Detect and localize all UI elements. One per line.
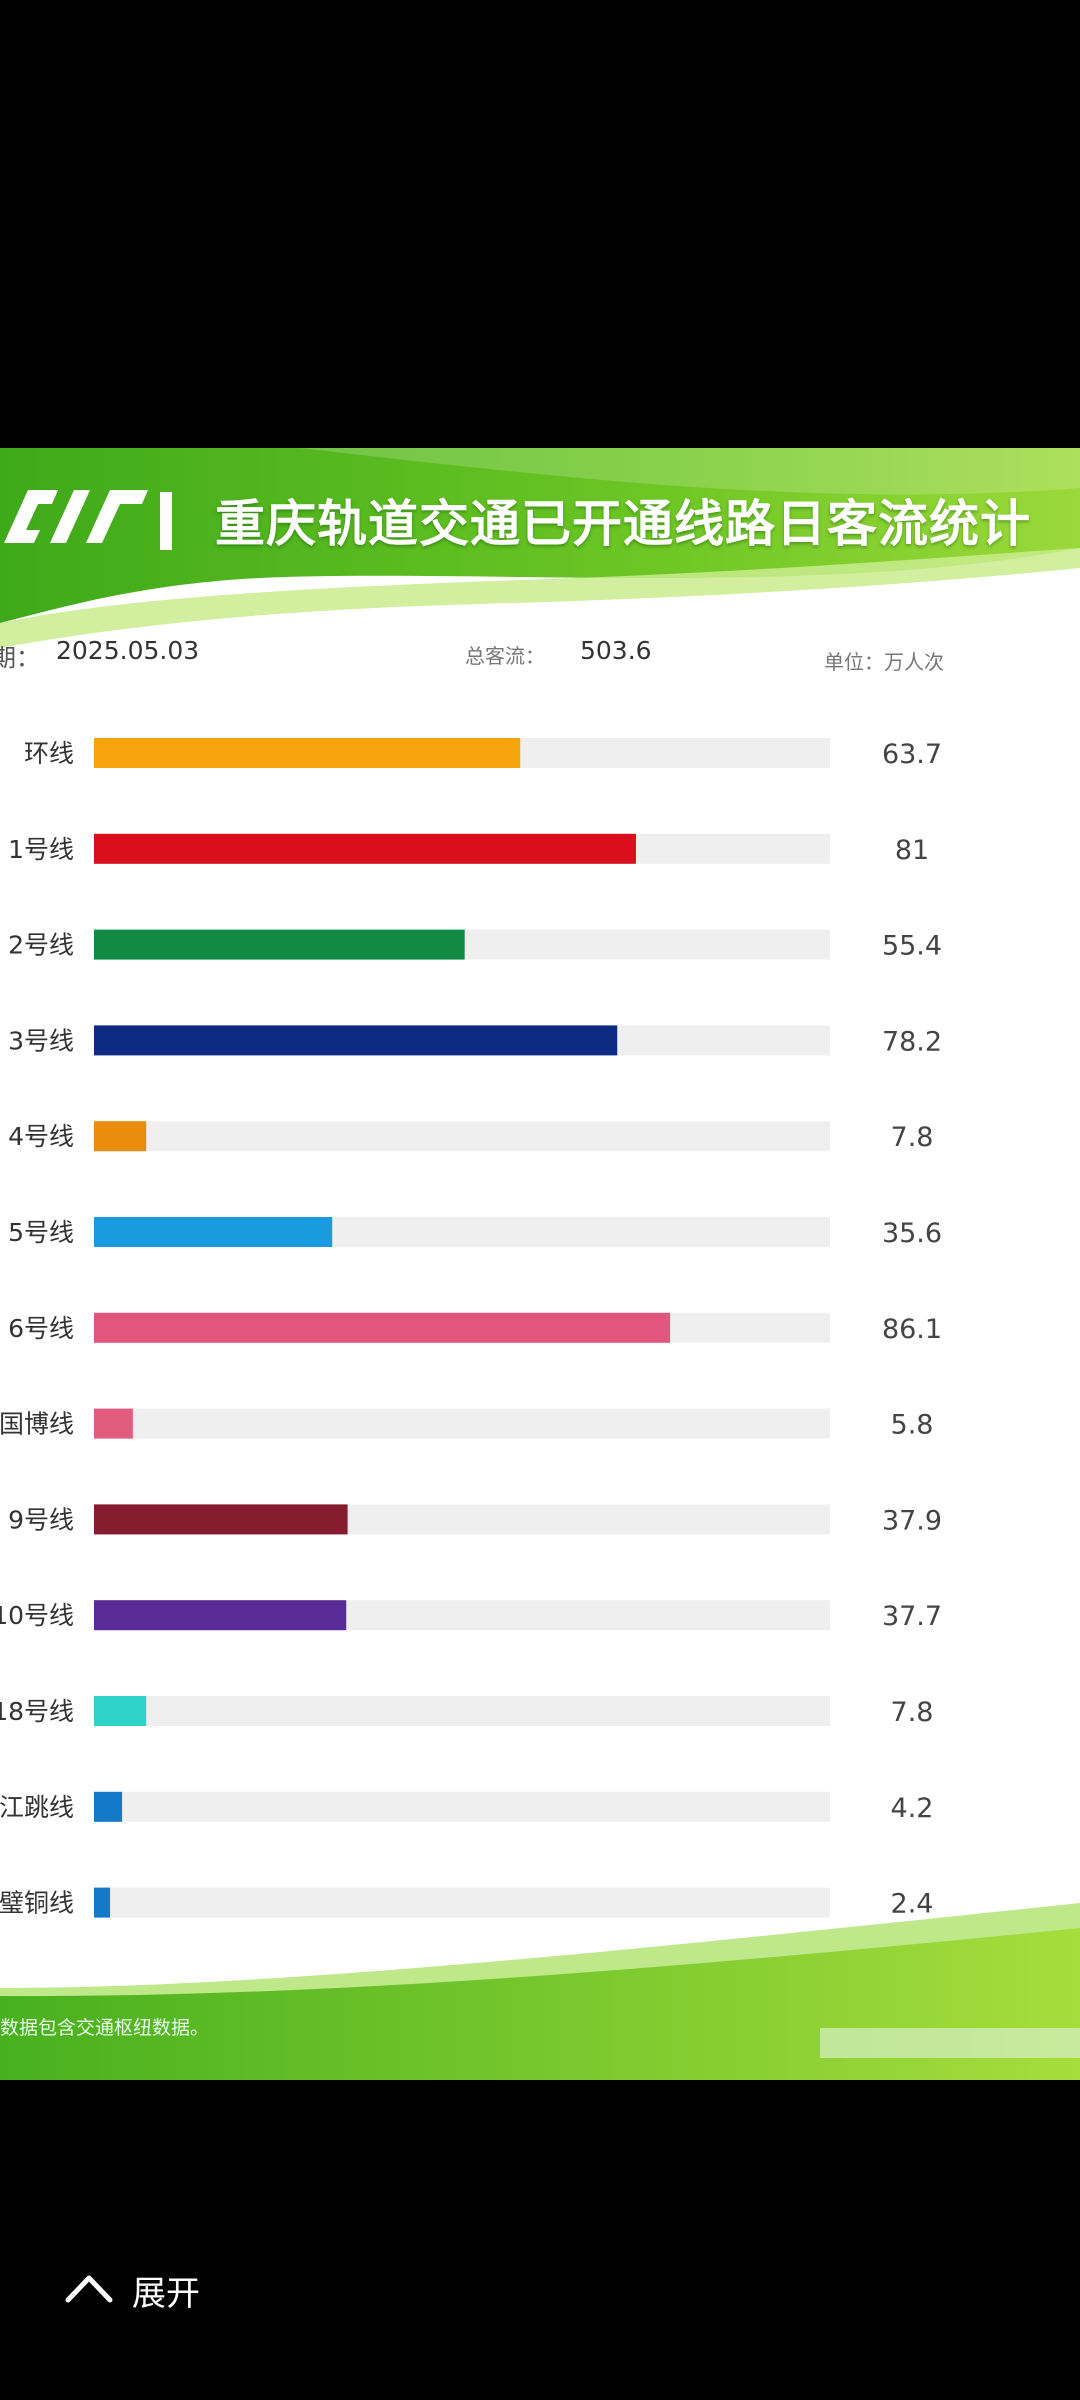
category-label: 2号线 xyxy=(8,931,74,960)
category-label: 江跳线 xyxy=(0,1793,74,1822)
category-label: 10号线 xyxy=(0,1601,74,1630)
bar xyxy=(94,738,521,768)
value-label: 78.2 xyxy=(882,1026,942,1057)
value-label: 35.6 xyxy=(882,1218,942,1249)
total-value: 503.6 xyxy=(580,636,652,665)
value-label: 63.7 xyxy=(882,739,942,770)
footnote: 数据包含交通枢纽数据。 xyxy=(0,2017,210,2039)
expand-label[interactable]: 展开 xyxy=(132,2274,200,2314)
header-wave-light xyxy=(0,548,1080,648)
date-value: 2025.05.03 xyxy=(56,636,200,665)
category-label: 璧铜线 xyxy=(0,1889,74,1918)
value-label: 7.8 xyxy=(891,1122,934,1153)
bar xyxy=(94,1696,147,1726)
bar xyxy=(94,1791,123,1822)
footer-strip xyxy=(820,2028,1080,2058)
category-label: 国博线 xyxy=(0,1410,74,1439)
bar xyxy=(94,1408,133,1439)
value-label: 37.9 xyxy=(882,1505,942,1536)
category-label: 1号线 xyxy=(8,835,74,864)
bar xyxy=(94,1504,348,1535)
value-label: 2.4 xyxy=(891,1889,934,1920)
bar-track xyxy=(94,1121,830,1152)
value-label: 81 xyxy=(895,835,929,866)
chart-title: 重庆轨道交通已开通线路日客流统计 xyxy=(215,495,1031,553)
category-label: 5号线 xyxy=(8,1218,74,1247)
category-label: 9号线 xyxy=(8,1505,74,1534)
category-label: 6号线 xyxy=(8,1314,74,1343)
value-label: 55.4 xyxy=(882,931,942,962)
footer-wave xyxy=(0,1928,1080,2080)
header-wave-highlight xyxy=(300,448,1080,495)
bar xyxy=(94,929,465,960)
footer-wave-light xyxy=(0,1903,1080,2013)
category-label: 环线 xyxy=(24,739,74,768)
chevron-up-icon xyxy=(65,2275,113,2303)
cqrt-logo-icon xyxy=(4,490,148,543)
value-label: 5.8 xyxy=(891,1410,934,1441)
bar-track xyxy=(94,1791,830,1822)
bar xyxy=(94,1025,618,1056)
date-label: 期： xyxy=(0,644,40,672)
unit-label: 单位：万人次 xyxy=(824,650,944,674)
total-label: 总客流： xyxy=(465,644,545,668)
chart-canvas: 环线 63.7 1号线 81 2号线 55.4 3号线 78.2 4号线 7.8 5号线 35.6 6号… xyxy=(0,448,1080,2080)
chart-card: 环线 63.7 1号线 81 2号线 55.4 3号线 78.2 4号线 7.8 5号线 35.6 6号… xyxy=(0,448,1080,2080)
value-label: 7.8 xyxy=(891,1697,934,1728)
bar-track xyxy=(94,1887,830,1918)
expand-bar[interactable]: 展开 xyxy=(0,2240,1080,2360)
category-label: 3号线 xyxy=(8,1026,74,1055)
bar xyxy=(94,1217,333,1247)
bar-track xyxy=(94,1696,830,1726)
bar xyxy=(94,1121,147,1152)
value-label: 4.2 xyxy=(891,1793,934,1824)
bar-track xyxy=(94,1408,830,1439)
category-label: 4号线 xyxy=(8,1122,74,1151)
title-divider xyxy=(160,492,172,550)
bar xyxy=(94,1600,347,1631)
category-label: 18号线 xyxy=(0,1697,74,1726)
value-label: 37.7 xyxy=(882,1601,942,1632)
bar xyxy=(94,1887,111,1918)
value-label: 86.1 xyxy=(882,1314,942,1345)
bar xyxy=(94,1312,671,1343)
bar xyxy=(94,833,636,864)
header-wave xyxy=(0,448,1080,623)
